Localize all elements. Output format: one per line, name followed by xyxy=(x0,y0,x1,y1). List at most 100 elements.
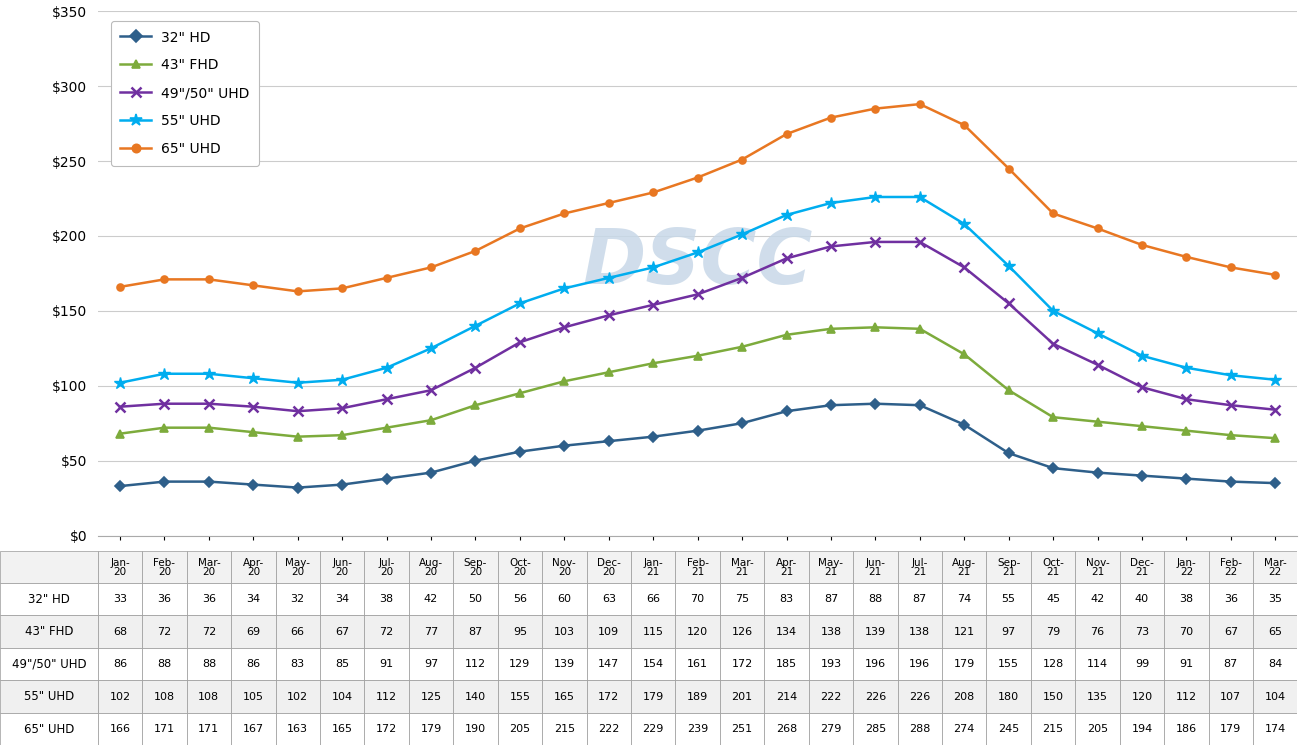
32" HD xyxy=(867,399,883,408)
65" UHD xyxy=(512,224,528,233)
49"/50" UHD xyxy=(1090,360,1106,369)
Bar xyxy=(1164,680,1209,713)
Bar xyxy=(941,648,986,680)
Text: 20: 20 xyxy=(113,566,126,577)
65" UHD xyxy=(734,155,750,164)
Text: 21: 21 xyxy=(1047,566,1060,577)
Bar xyxy=(587,680,631,713)
Line: 55" UHD: 55" UHD xyxy=(113,191,1282,389)
Bar xyxy=(186,648,231,680)
Text: 21: 21 xyxy=(780,566,793,577)
Text: 109: 109 xyxy=(599,627,619,637)
Text: 76: 76 xyxy=(1090,627,1104,637)
Bar xyxy=(1031,551,1076,583)
Bar xyxy=(897,713,941,745)
Bar xyxy=(319,648,364,680)
32" HD xyxy=(424,468,439,477)
Bar xyxy=(764,583,808,616)
Text: Feb-: Feb- xyxy=(154,557,176,568)
Text: 32" HD: 32" HD xyxy=(27,592,70,606)
32" HD xyxy=(468,456,484,465)
Text: Mar-: Mar- xyxy=(197,557,220,568)
Bar xyxy=(808,551,853,583)
Bar xyxy=(808,680,853,713)
Text: 79: 79 xyxy=(1046,627,1060,637)
Text: 40: 40 xyxy=(1134,594,1149,604)
43" FHD xyxy=(1001,386,1017,395)
Text: 138: 138 xyxy=(820,627,841,637)
Bar xyxy=(1031,648,1076,680)
Bar xyxy=(675,583,720,616)
Text: 35: 35 xyxy=(1269,594,1282,604)
Bar xyxy=(764,616,808,648)
Text: Sep-: Sep- xyxy=(464,557,488,568)
Bar xyxy=(142,583,186,616)
Text: 150: 150 xyxy=(1043,691,1064,702)
43" FHD xyxy=(690,351,705,360)
Bar xyxy=(542,648,587,680)
Text: Mar-: Mar- xyxy=(730,557,754,568)
43" FHD xyxy=(112,429,128,438)
Text: 36: 36 xyxy=(158,594,171,604)
Bar xyxy=(853,583,897,616)
Text: May-: May- xyxy=(286,557,310,568)
65" UHD xyxy=(112,282,128,291)
Text: Oct-: Oct- xyxy=(1042,557,1064,568)
Bar xyxy=(1209,648,1253,680)
Text: 67: 67 xyxy=(1223,627,1237,637)
Bar xyxy=(542,616,587,648)
55" UHD xyxy=(468,321,484,330)
32" HD xyxy=(245,480,261,489)
Text: Dec-: Dec- xyxy=(597,557,621,568)
Text: 66: 66 xyxy=(647,594,660,604)
49"/50" UHD xyxy=(334,404,349,413)
55" UHD xyxy=(424,344,439,353)
Text: 83: 83 xyxy=(780,594,794,604)
55" UHD xyxy=(1223,371,1239,380)
Bar xyxy=(1253,713,1297,745)
Text: 112: 112 xyxy=(376,691,398,702)
Bar xyxy=(1253,583,1297,616)
Bar xyxy=(1031,616,1076,648)
55" UHD xyxy=(1090,329,1106,338)
55" UHD xyxy=(245,374,261,383)
55" UHD xyxy=(956,219,971,228)
32" HD xyxy=(201,477,216,486)
Bar xyxy=(319,583,364,616)
Bar xyxy=(1031,713,1076,745)
Bar xyxy=(1253,648,1297,680)
Text: 102: 102 xyxy=(110,691,130,702)
Text: 112: 112 xyxy=(466,659,486,669)
Text: 50: 50 xyxy=(468,594,482,604)
Text: Jul-: Jul- xyxy=(911,557,928,568)
Text: 171: 171 xyxy=(198,724,219,734)
Text: DSCC: DSCC xyxy=(583,226,812,300)
Bar xyxy=(0,680,98,713)
32" HD xyxy=(645,432,661,441)
Bar xyxy=(1253,616,1297,648)
Text: 194: 194 xyxy=(1132,724,1153,734)
Bar xyxy=(808,616,853,648)
Bar xyxy=(319,551,364,583)
65" UHD xyxy=(867,104,883,113)
65" UHD xyxy=(956,121,971,130)
Bar xyxy=(275,713,319,745)
Bar xyxy=(1209,713,1253,745)
Text: 91: 91 xyxy=(379,659,394,669)
49"/50" UHD xyxy=(1267,405,1283,414)
43" FHD xyxy=(645,359,661,368)
49"/50" UHD xyxy=(468,363,484,372)
Bar xyxy=(1031,680,1076,713)
Bar xyxy=(587,713,631,745)
49"/50" UHD xyxy=(1179,395,1194,404)
Bar xyxy=(542,680,587,713)
Text: 69: 69 xyxy=(246,627,261,637)
Bar xyxy=(1209,616,1253,648)
65" UHD xyxy=(1001,164,1017,173)
Text: 95: 95 xyxy=(512,627,527,637)
49"/50" UHD xyxy=(1223,401,1239,410)
Text: 102: 102 xyxy=(287,691,308,702)
Text: 120: 120 xyxy=(687,627,708,637)
49"/50" UHD xyxy=(112,402,128,411)
Text: 107: 107 xyxy=(1221,691,1241,702)
